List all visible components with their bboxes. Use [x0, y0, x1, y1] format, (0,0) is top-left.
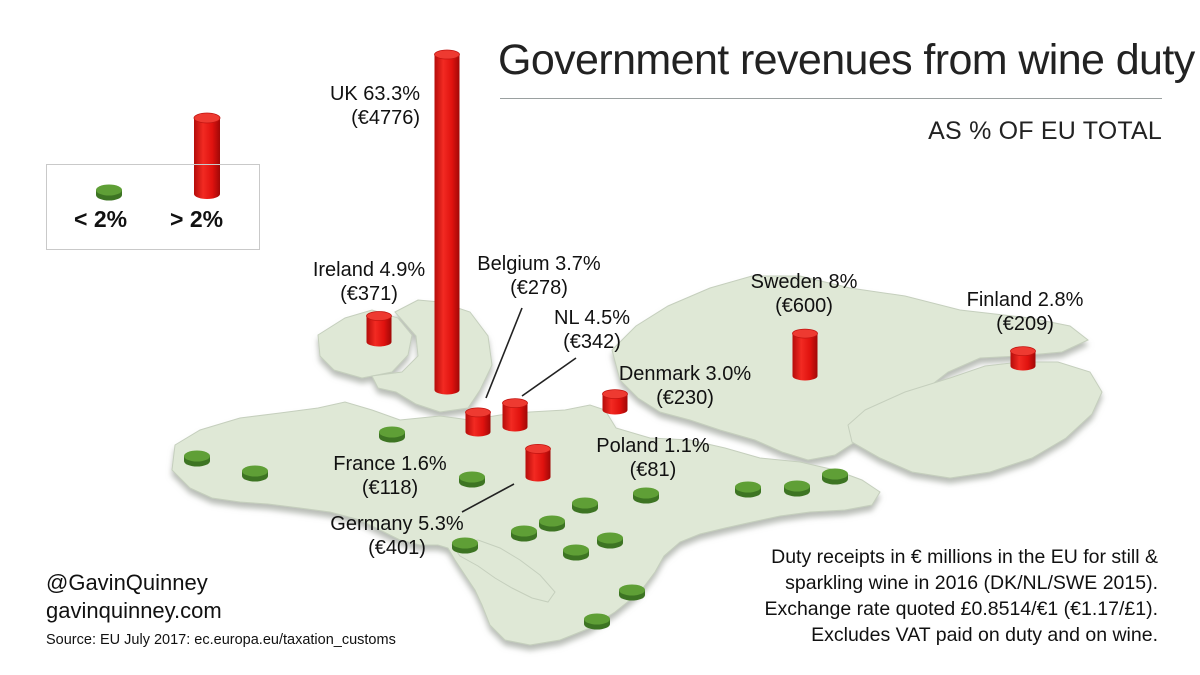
scandinavia-shape: [611, 275, 1089, 461]
ireland-shape: [317, 309, 413, 379]
label-denmark-amount: (€230): [656, 387, 714, 409]
label-denmark: Denmark 3.0% (€230): [612, 362, 758, 410]
legend-red-cylinder: [193, 112, 221, 199]
green-disc: [242, 465, 268, 482]
label-sweden-name: Sweden 8%: [750, 271, 858, 293]
cylinder-ireland: [366, 311, 392, 347]
note-line: sparkling wine in 2016 (DK/NL/SWE 2015).: [785, 572, 1158, 594]
label-denmark-name: Denmark 3.0%: [618, 363, 752, 385]
label-uk-name: UK 63.3%: [329, 83, 420, 105]
label-finland-name: Finland 2.8%: [966, 289, 1084, 311]
label-belgium-name: Belgium 3.7%: [477, 253, 601, 275]
website-text: gavinquinney.com: [46, 598, 222, 623]
cylinder-nl: [502, 398, 528, 432]
label-ireland-name: Ireland 4.9%: [312, 259, 426, 281]
label-sweden: Sweden 8% (€600): [742, 270, 866, 318]
map-subtitle: AS % OF EU TOTAL: [928, 117, 1162, 145]
italy-shape: [451, 539, 556, 603]
green-disc: [619, 584, 645, 601]
label-nl-amount: (€342): [563, 331, 621, 353]
label-ireland-amount: (€371): [340, 283, 398, 305]
green-disc: [184, 450, 210, 467]
methodology-note: Duty receipts in € millions in the EU fo…: [598, 544, 1158, 648]
cylinder-germany: [525, 444, 551, 482]
label-ireland: Ireland 4.9% (€371): [306, 258, 432, 306]
legend-low-label: < 2%: [74, 206, 128, 232]
label-finland: Finland 2.8% (€209): [958, 288, 1092, 336]
source-text: Source: EU July 2017: ec.europa.eu/taxat…: [46, 632, 396, 648]
cylinder-sweden: [792, 328, 818, 381]
cylinder-uk: [434, 49, 460, 395]
title-divider: [500, 98, 1162, 99]
label-belgium-amount: (€278): [510, 277, 568, 299]
green-disc: [452, 537, 478, 554]
green-disc: [633, 487, 659, 504]
finland-shape: [847, 361, 1103, 479]
label-nl-name: NL 4.5%: [554, 307, 630, 329]
map-title: Government revenues from wine duty: [498, 36, 1195, 84]
legend-high-label: > 2%: [170, 206, 224, 232]
green-disc: [379, 426, 405, 443]
label-uk: UK 63.3% (€4776): [320, 82, 420, 130]
green-disc: [597, 532, 623, 549]
label-finland-amount: (€209): [996, 313, 1054, 335]
label-poland-name: Poland 1.1%: [596, 435, 710, 457]
label-sweden-amount: (€600): [775, 295, 833, 317]
cylinder-belgium: [465, 407, 491, 437]
label-nl: NL 4.5% (€342): [544, 306, 640, 354]
green-disc: [459, 471, 485, 488]
legend-symbols: [96, 112, 221, 201]
label-belgium: Belgium 3.7% (€278): [468, 252, 610, 300]
label-france: France 1.6% (€118): [326, 452, 454, 500]
green-disc-markers: [184, 426, 848, 630]
red-cylinder-markers: [366, 49, 1036, 482]
label-poland: Poland 1.1% (€81): [588, 434, 718, 482]
green-disc: [584, 613, 610, 630]
green-disc: [539, 515, 565, 532]
label-france-amount: (€118): [361, 477, 419, 499]
twitter-handle: @GavinQuinney: [46, 570, 208, 595]
green-disc: [511, 525, 537, 542]
cylinder-finland: [1010, 346, 1036, 371]
label-uk-amount: (€4776): [351, 107, 420, 129]
leader-line-nl: [521, 357, 577, 397]
note-line: Duty receipts in € millions in the EU fo…: [771, 546, 1158, 568]
green-disc: [784, 480, 810, 497]
label-poland-amount: (€81): [629, 459, 677, 481]
green-disc: [822, 468, 848, 485]
note-line: Excludes VAT paid on duty and on wine.: [811, 624, 1158, 646]
leader-lines: [461, 307, 577, 513]
leader-line-belgium: [485, 307, 523, 399]
leader-line-germany: [461, 483, 515, 513]
label-germany: Germany 5.3% (€401): [322, 512, 472, 560]
cylinder-denmark: [602, 389, 628, 415]
note-line: Exchange rate quoted £0.8514/€1 (€1.17/£…: [764, 598, 1158, 620]
legend-box: [46, 164, 260, 250]
label-germany-amount: (€401): [368, 537, 426, 559]
green-disc: [563, 544, 589, 561]
legend-green-disc: [96, 184, 122, 201]
great-britain-shape: [371, 299, 493, 413]
green-disc: [735, 481, 761, 498]
green-disc: [572, 497, 598, 514]
label-germany-name: Germany 5.3%: [330, 513, 464, 535]
label-france-name: France 1.6%: [333, 453, 447, 475]
